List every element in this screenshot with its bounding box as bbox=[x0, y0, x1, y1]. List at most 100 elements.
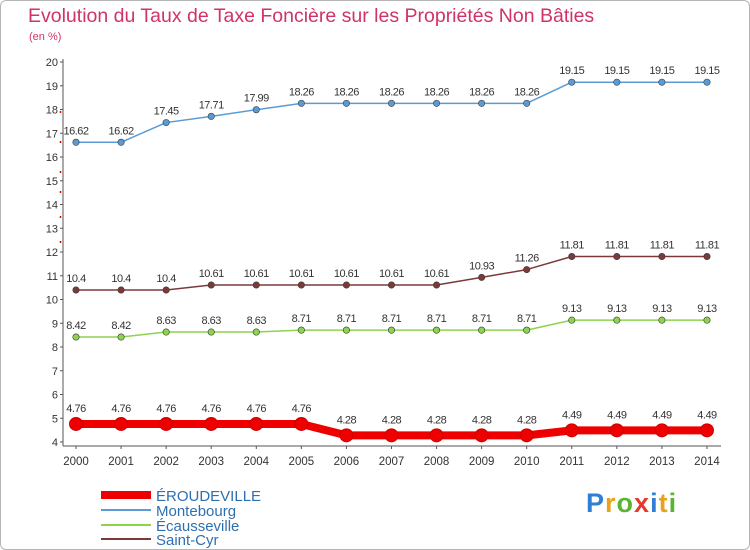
data-label: 11.81 bbox=[650, 240, 675, 252]
y-tick-label: 7 bbox=[52, 366, 58, 378]
logo-letter: i bbox=[668, 488, 678, 518]
data-label: 8.63 bbox=[156, 315, 176, 327]
data-label: 10.61 bbox=[289, 268, 314, 280]
proxiti-logo: Proxiti bbox=[586, 488, 677, 519]
data-point bbox=[654, 423, 669, 438]
data-point bbox=[117, 286, 125, 294]
data-point bbox=[703, 253, 711, 261]
data-point bbox=[207, 328, 215, 336]
data-point bbox=[297, 99, 305, 107]
data-point bbox=[658, 78, 666, 86]
data-label: 19.15 bbox=[649, 65, 674, 77]
data-label: 10.4 bbox=[111, 273, 131, 285]
x-tick-label: 2005 bbox=[289, 456, 315, 468]
data-label: 8.63 bbox=[201, 315, 221, 327]
x-tick-label: 2014 bbox=[694, 456, 720, 468]
data-label: 4.28 bbox=[427, 414, 447, 426]
logo-letter: o bbox=[616, 488, 635, 518]
data-point bbox=[117, 138, 125, 146]
data-label: 16.62 bbox=[109, 125, 134, 137]
data-point bbox=[207, 112, 215, 120]
data-point bbox=[478, 273, 486, 281]
x-tick-label: 2008 bbox=[424, 456, 450, 468]
data-label: 9.13 bbox=[652, 303, 672, 315]
data-point bbox=[339, 428, 354, 443]
data-label: 18.26 bbox=[514, 86, 539, 98]
data-point bbox=[69, 416, 83, 431]
y-tick-label: 6 bbox=[52, 390, 58, 402]
data-point bbox=[117, 333, 125, 341]
data-point bbox=[162, 286, 170, 294]
legend-label: Montebourg bbox=[156, 503, 236, 520]
logo-letter: x bbox=[634, 488, 651, 518]
data-label: 17.99 bbox=[244, 93, 269, 105]
data-label: 19.15 bbox=[559, 65, 584, 77]
data-label: 4.28 bbox=[337, 414, 357, 426]
legend-label: Écausseville bbox=[156, 518, 239, 535]
data-label: 4.76 bbox=[66, 403, 86, 415]
data-point bbox=[207, 281, 215, 289]
data-point bbox=[384, 428, 399, 443]
data-point bbox=[699, 423, 714, 438]
x-tick-label: 2010 bbox=[514, 456, 540, 468]
data-point bbox=[433, 281, 441, 289]
data-point bbox=[72, 286, 80, 294]
data-label: 4.49 bbox=[697, 409, 717, 421]
x-tick-label: 2003 bbox=[198, 456, 224, 468]
data-point bbox=[474, 428, 489, 443]
logo-letter: i bbox=[650, 488, 659, 518]
data-label: 8.71 bbox=[517, 313, 537, 325]
y-tick-label: 11 bbox=[47, 271, 58, 283]
x-tick-label: 2006 bbox=[334, 456, 360, 468]
x-tick-label: 2000 bbox=[63, 456, 89, 468]
data-point bbox=[252, 281, 260, 289]
data-label: 8.63 bbox=[247, 315, 267, 327]
data-label: 10.61 bbox=[424, 268, 449, 280]
y-tick-label: 16 bbox=[46, 152, 58, 164]
data-point bbox=[478, 326, 486, 334]
data-label: 8.71 bbox=[472, 313, 492, 325]
data-label: 4.76 bbox=[247, 403, 267, 415]
y-tick-label: 5 bbox=[52, 413, 58, 425]
data-label: 19.15 bbox=[604, 65, 629, 77]
data-label: 4.28 bbox=[382, 414, 402, 426]
data-point bbox=[523, 326, 531, 334]
data-point bbox=[72, 138, 80, 146]
y-tick-label: 15 bbox=[46, 176, 58, 188]
data-label: 18.26 bbox=[334, 86, 359, 98]
data-label: 11.81 bbox=[560, 240, 585, 252]
data-point bbox=[162, 328, 170, 336]
data-label: 18.26 bbox=[469, 86, 494, 98]
data-label: 4.76 bbox=[292, 403, 312, 415]
data-label: 4.49 bbox=[562, 409, 582, 421]
data-point bbox=[433, 326, 441, 334]
data-point bbox=[252, 106, 260, 114]
data-label: 9.13 bbox=[562, 303, 582, 315]
x-tick-label: 2009 bbox=[469, 456, 495, 468]
y-tick-label: 12 bbox=[46, 247, 58, 259]
y-tick-label: 8 bbox=[52, 342, 58, 354]
data-point bbox=[703, 316, 711, 324]
data-point bbox=[114, 416, 129, 431]
data-point bbox=[568, 316, 576, 324]
y-tick-label: 14 bbox=[46, 200, 58, 212]
data-label: 8.71 bbox=[382, 313, 402, 325]
data-point bbox=[613, 316, 621, 324]
data-point bbox=[297, 281, 305, 289]
x-tick-label: 2007 bbox=[379, 456, 405, 468]
x-tick-label: 2013 bbox=[649, 456, 675, 468]
y-tick-label: 9 bbox=[52, 318, 58, 330]
data-label: 4.49 bbox=[652, 409, 672, 421]
data-point bbox=[568, 253, 576, 261]
x-tick-label: 2002 bbox=[153, 456, 179, 468]
data-point bbox=[523, 99, 531, 107]
data-label: 10.93 bbox=[469, 260, 494, 272]
data-label: 9.13 bbox=[607, 303, 627, 315]
y-tick-label: 18 bbox=[46, 105, 58, 117]
data-point bbox=[342, 281, 350, 289]
data-point bbox=[249, 416, 264, 431]
legend-label: Saint-Cyr bbox=[156, 532, 219, 549]
data-label: 18.26 bbox=[379, 86, 404, 98]
data-label: 11.81 bbox=[695, 240, 720, 252]
